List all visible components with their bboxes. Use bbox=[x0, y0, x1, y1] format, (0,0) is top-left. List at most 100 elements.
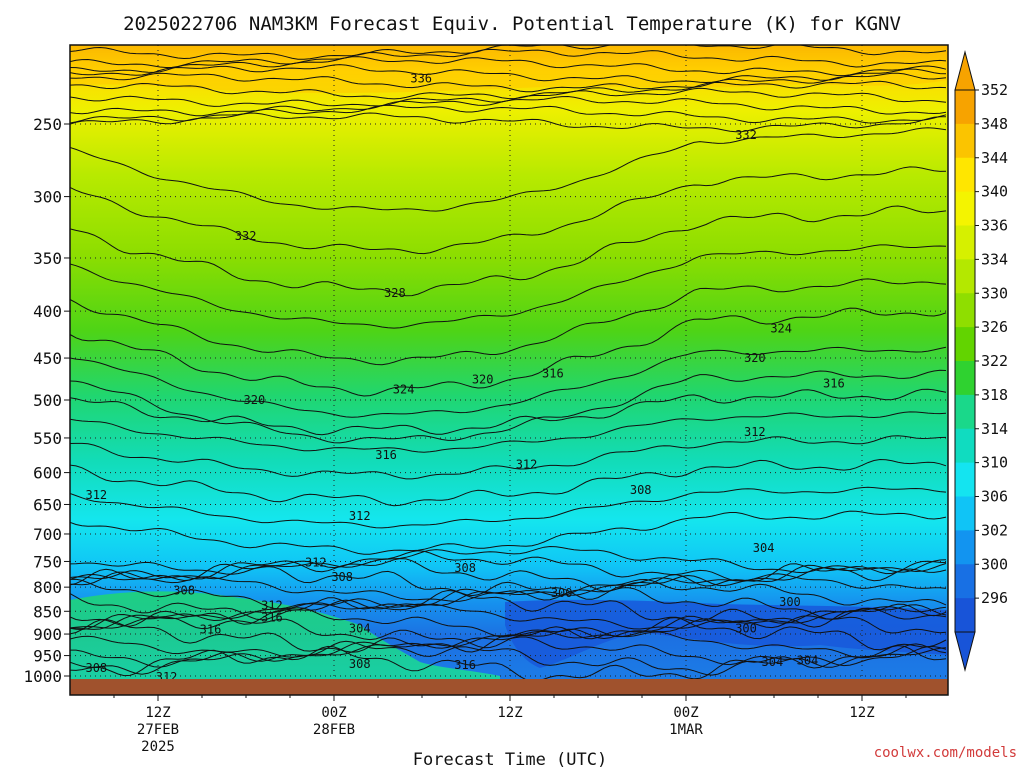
contour-value-label: 308 bbox=[454, 561, 476, 575]
contour-value-label: 312 bbox=[744, 425, 766, 439]
contour-value-label: 316 bbox=[375, 448, 397, 462]
contour-line bbox=[70, 307, 947, 397]
contour-value-label: 308 bbox=[85, 661, 107, 675]
contour-line bbox=[70, 558, 947, 592]
colorbar-swatch bbox=[955, 225, 975, 260]
y-tick-label: 550 bbox=[33, 429, 62, 448]
y-tick-label: 850 bbox=[33, 602, 62, 621]
y-tick-label: 700 bbox=[33, 525, 62, 544]
colorbar-swatch bbox=[955, 327, 975, 362]
y-tick-label: 1000 bbox=[23, 667, 62, 686]
contour-value-label: 336 bbox=[410, 71, 432, 85]
contour-value-label: 304 bbox=[349, 622, 371, 636]
contour-value-label: 308 bbox=[331, 570, 353, 584]
contour-line bbox=[70, 545, 947, 575]
colorbar-label: 322 bbox=[981, 352, 1008, 370]
contour-line bbox=[70, 640, 947, 676]
contour-line bbox=[70, 510, 947, 555]
contour-value-label: 308 bbox=[173, 584, 195, 598]
y-tick-label: 950 bbox=[33, 647, 62, 666]
contour-line bbox=[70, 550, 947, 582]
contour-value-label: 320 bbox=[472, 373, 494, 387]
x-tick-label: 12Z bbox=[497, 705, 522, 721]
colorbar-label: 318 bbox=[981, 386, 1008, 404]
contour-value-label: 300 bbox=[779, 595, 801, 609]
y-tick-label: 500 bbox=[33, 391, 62, 410]
contour-line bbox=[70, 613, 947, 649]
contour-value-label: 316 bbox=[454, 658, 476, 672]
plot-frame bbox=[69, 44, 949, 696]
colorbar-swatch bbox=[955, 564, 975, 599]
y-tick-label: 250 bbox=[33, 115, 62, 134]
contour-line bbox=[70, 578, 947, 610]
y-tick-label: 400 bbox=[33, 302, 62, 321]
field-background bbox=[70, 45, 948, 695]
contour-line bbox=[70, 346, 947, 418]
contour-value-label: 324 bbox=[393, 383, 415, 397]
upper-warm-band bbox=[70, 45, 948, 94]
contour-value-label: 324 bbox=[770, 322, 792, 336]
colorbar-swatch bbox=[955, 361, 975, 396]
colorbar-label: 306 bbox=[981, 488, 1008, 506]
x-tick-label: 1MAR bbox=[669, 722, 703, 738]
colorbar-label: 310 bbox=[981, 454, 1008, 472]
contour-line bbox=[70, 563, 947, 600]
y-tick-label: 650 bbox=[33, 495, 62, 514]
x-tick-label: 27FEB bbox=[137, 722, 179, 738]
colorbar-swatch bbox=[955, 90, 975, 125]
contour-value-label: 312 bbox=[349, 509, 371, 523]
colorbar-swatch bbox=[955, 428, 975, 464]
contour-value-label: 312 bbox=[261, 599, 283, 613]
contour-line bbox=[70, 95, 947, 117]
y-tick-label: 600 bbox=[33, 464, 62, 483]
contour-line bbox=[70, 112, 947, 133]
colorbar-swatch bbox=[955, 598, 975, 633]
grid-lines bbox=[70, 45, 948, 695]
contour-line bbox=[70, 56, 947, 77]
contour-line bbox=[70, 72, 947, 93]
contour-line bbox=[70, 104, 947, 124]
colorbar-swatch bbox=[955, 157, 975, 193]
colorbar-label: 314 bbox=[981, 420, 1008, 438]
contour-value-label: 308 bbox=[630, 483, 652, 497]
contour-value-label: 328 bbox=[384, 286, 406, 300]
contour-value-label: 312 bbox=[305, 556, 327, 570]
contour-value-label: 316 bbox=[823, 377, 845, 391]
contour-line bbox=[70, 64, 947, 84]
colorbar-top-arrow bbox=[954, 50, 976, 91]
x-axis-label: Forecast Time (UTC) bbox=[413, 750, 607, 768]
contour-line bbox=[70, 617, 947, 653]
contour-line bbox=[70, 486, 947, 529]
contour-line bbox=[70, 602, 947, 630]
chart-title: 2025022706 NAM3KM Forecast Equiv. Potent… bbox=[123, 13, 901, 35]
colorbar-swatch bbox=[955, 259, 975, 294]
contour-value-label: 320 bbox=[744, 351, 766, 365]
contour-line bbox=[70, 458, 947, 507]
colorbar-label: 300 bbox=[981, 555, 1008, 573]
colorbar-bottom-arrow bbox=[954, 631, 976, 672]
low-level-warm-region bbox=[70, 591, 500, 695]
y-tick-label: 300 bbox=[33, 188, 62, 207]
colorbar-label: 334 bbox=[981, 250, 1008, 268]
contour-value-label: 300 bbox=[735, 622, 757, 636]
contour-line bbox=[70, 645, 947, 682]
colorbar-label: 340 bbox=[981, 183, 1008, 201]
contour-value-label: 320 bbox=[244, 393, 266, 407]
x-tick-label: 2025 bbox=[141, 739, 175, 755]
colorbar-label: 326 bbox=[981, 318, 1008, 336]
contour-line bbox=[70, 244, 947, 329]
plot-area: 3443443483443403403363323323283243203243… bbox=[70, 45, 948, 695]
x-tick-label: 12Z bbox=[849, 705, 874, 721]
colorbar-label: 352 bbox=[981, 81, 1008, 99]
terrain-ground bbox=[70, 679, 948, 695]
contour-line bbox=[70, 388, 947, 436]
colorbar-label: 302 bbox=[981, 521, 1008, 539]
credit-text: coolwx.com/models bbox=[874, 745, 1017, 761]
contour-line bbox=[70, 411, 947, 453]
low-level-cold-pool bbox=[505, 599, 948, 668]
y-axis: 250 300 350 400 450 500 550 600 650 700 750 800 850 9… bbox=[23, 115, 70, 686]
colorbar-label: 330 bbox=[981, 284, 1008, 302]
contour-value-label: 308 bbox=[349, 657, 371, 671]
colorbar-label: 344 bbox=[981, 149, 1008, 167]
